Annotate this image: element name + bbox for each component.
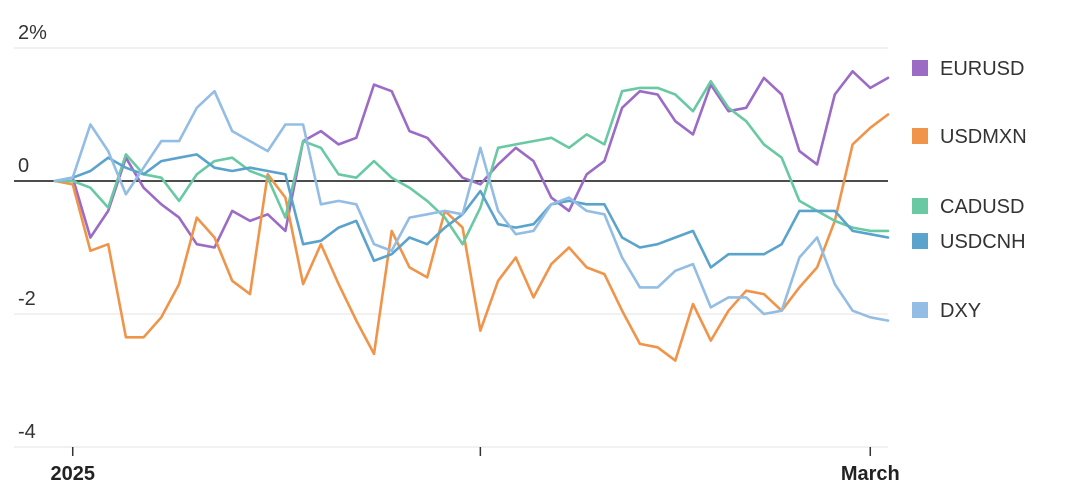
- series-line-usdmxn: [53, 113, 890, 362]
- legend-swatch: [912, 198, 928, 214]
- legend-label: DXY: [940, 300, 981, 322]
- y-tick-label: -2: [18, 288, 36, 310]
- legend-swatch: [912, 128, 928, 144]
- legend-label: CADUSD: [940, 196, 1024, 218]
- legend-item-usdcnh: USDCNH: [912, 231, 1026, 253]
- legend-item-usdmxn: USDMXN: [912, 126, 1027, 148]
- legend-item-dxy: DXY: [912, 300, 981, 322]
- x-axis: 2025 March: [50, 447, 900, 485]
- series-line-dxy: [53, 89, 890, 322]
- legend: EURUSD USDMXN CADUSD USDCNH DXY: [912, 58, 1027, 322]
- series-line-usdcnh: [53, 153, 890, 269]
- legend-swatch: [912, 60, 928, 76]
- y-tick-label: 0: [18, 155, 29, 177]
- legend-swatch: [912, 302, 928, 318]
- x-tick-label: 2025: [50, 463, 95, 485]
- y-tick-label: 2%: [18, 22, 47, 44]
- y-tick-label: -4: [18, 421, 36, 443]
- grid-lines: [14, 47, 888, 448]
- x-tick-label: March: [841, 463, 900, 485]
- legend-label: USDMXN: [940, 126, 1027, 148]
- legend-item-cadusd: CADUSD: [912, 196, 1024, 218]
- series-lines: [53, 70, 890, 362]
- legend-swatch: [912, 233, 928, 249]
- series-line-cadusd: [53, 80, 890, 246]
- y-axis: 2% 0 -2 -4: [18, 22, 47, 443]
- legend-item-eurusd: EURUSD: [912, 58, 1024, 80]
- legend-label: EURUSD: [940, 58, 1024, 80]
- series-line-eurusd: [53, 70, 890, 249]
- legend-label: USDCNH: [940, 231, 1026, 253]
